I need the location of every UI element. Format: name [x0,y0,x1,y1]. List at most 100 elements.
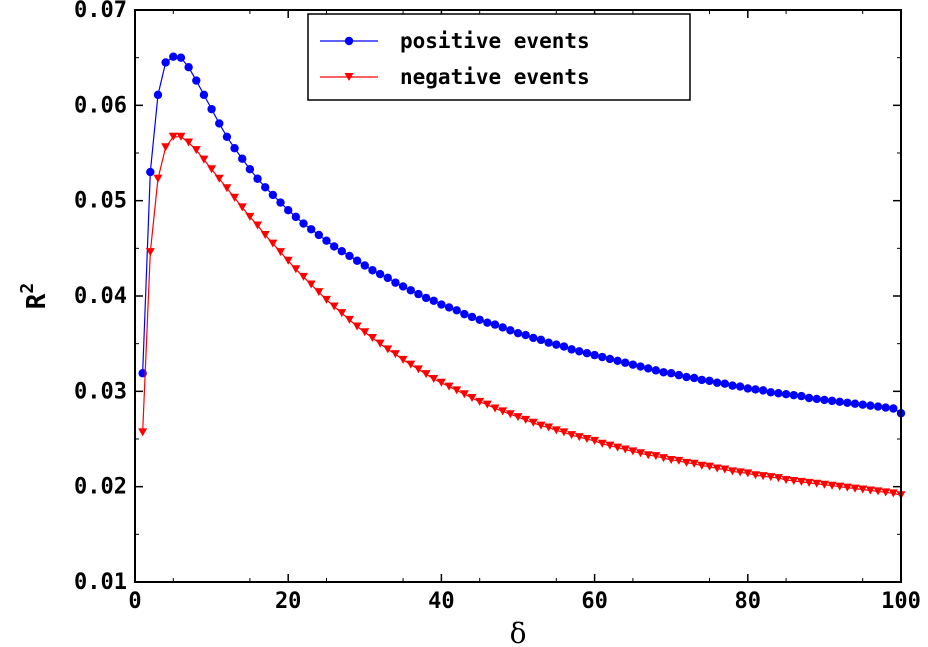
data-point [505,410,515,419]
data-point [360,261,369,270]
data-point [842,483,852,492]
data-point [169,52,178,61]
data-point [161,143,171,152]
data-point [444,303,454,312]
data-point [459,390,469,399]
data-point [819,480,829,489]
data-point [467,312,477,322]
data-point [452,306,461,315]
legend-marker-negative [344,73,354,81]
x-tick-label: 80 [735,589,762,614]
data-point [636,449,646,458]
data-point [559,342,569,351]
data-point [536,421,546,430]
data-point [344,315,354,324]
data-point [168,132,178,141]
data-point [858,485,868,494]
data-point [490,320,500,329]
data-point [582,435,592,443]
data-point [260,230,270,239]
data-point [146,167,155,177]
data-point [881,488,891,497]
data-point [528,418,538,427]
data-point [804,393,814,403]
series-positive-events [138,52,906,418]
data-point [506,326,515,335]
data-point [858,400,867,409]
data-point [322,295,331,304]
data-point [291,265,301,274]
data-point [230,193,240,202]
data-point [299,219,308,228]
data-point [390,350,400,359]
data-point [406,286,415,295]
data-point [482,400,492,409]
data-point [483,318,492,327]
svg-text:R2: R2 [17,283,52,310]
data-point [720,465,730,474]
data-point [720,379,730,388]
data-point [651,366,661,375]
data-point [582,349,592,358]
y-tick-label: 0.07 [74,0,127,23]
y-axis-label: R2 [17,283,52,310]
data-point [659,368,668,377]
data-point [567,431,577,440]
data-point [552,340,561,349]
data-point [789,390,798,400]
data-point [758,386,768,395]
y-tick-label: 0.01 [74,570,127,595]
data-point [283,256,293,265]
data-point [314,288,324,297]
ticks-layer: 0 20 40 60 80 100 0.01 0.02 0.03 0.04 0.05 0.06 0.07 [74,0,921,614]
legend-box [307,13,691,101]
data-point [299,272,309,281]
data-point [513,413,523,422]
data-point [605,441,615,450]
data-point [881,403,890,412]
data-point [352,256,362,265]
data-point [161,58,170,67]
data-point [253,174,262,183]
data-point [452,386,462,395]
x-tick-label: 60 [581,589,608,614]
y-tick-label: 0.02 [74,475,127,500]
data-point [743,469,753,478]
data-point [866,401,875,410]
data-point [689,459,699,468]
data-point [644,364,653,373]
data-point [659,454,669,463]
series-layer [138,52,906,500]
data-point [337,246,347,256]
data-point [513,328,523,338]
data-point [544,423,554,432]
data-point [284,206,293,215]
data-point [314,230,324,240]
data-point [636,362,645,371]
data-point [490,404,500,413]
data-point [421,370,431,379]
data-point [751,385,760,394]
data-point [850,399,860,408]
data-point [268,190,278,200]
data-point [590,436,600,445]
legend-label-negative: negative events [400,65,590,89]
data-point [138,428,148,437]
data-point [199,155,209,164]
data-point [628,447,638,456]
data-point [444,382,454,391]
data-point [153,90,163,100]
data-point [774,389,783,398]
data-point [735,468,745,477]
data-point [812,394,821,404]
data-point [245,212,255,221]
data-point [682,372,691,382]
data-point [176,132,186,141]
data-point [475,397,485,406]
data-point [551,426,561,435]
series-line [142,136,902,496]
data-point [697,461,707,470]
data-point [758,472,768,481]
y-tick-label: 0.05 [74,189,127,214]
legend: positive events negative events [307,13,691,101]
